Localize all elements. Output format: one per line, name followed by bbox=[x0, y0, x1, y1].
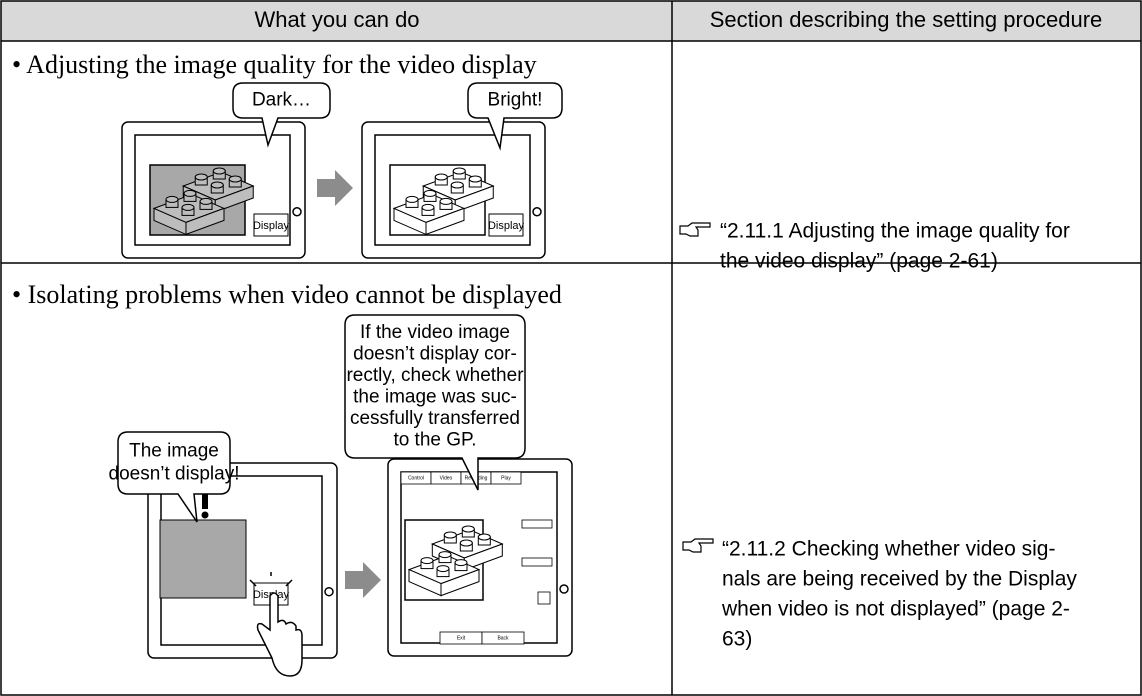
click-mark bbox=[285, 579, 293, 587]
stud bbox=[199, 197, 213, 205]
bubble-text: If the video image bbox=[360, 322, 510, 343]
stud bbox=[477, 533, 491, 541]
speech-bubble bbox=[467, 82, 563, 151]
screen-tab bbox=[490, 471, 522, 485]
reference-icon bbox=[682, 538, 714, 553]
button-label: Display bbox=[488, 220, 525, 232]
bubble-text: cessfully transferred bbox=[350, 408, 520, 429]
arrow bbox=[345, 562, 381, 598]
screen-button-label: Exit bbox=[457, 635, 466, 641]
header-cell: Section describing the setting procedure bbox=[710, 7, 1103, 32]
stud bbox=[434, 173, 448, 181]
screen-control bbox=[521, 519, 553, 529]
stud bbox=[461, 525, 475, 533]
bubble-text: The image bbox=[129, 441, 219, 462]
reference-icon bbox=[679, 222, 711, 237]
speech-bubble bbox=[117, 431, 231, 523]
bubble-text: Bright! bbox=[488, 90, 543, 111]
screen-tab-label: Control bbox=[408, 475, 424, 481]
device-led bbox=[532, 207, 542, 217]
reference-text: when video is not displayed” (page 2- bbox=[721, 598, 1070, 621]
device-led bbox=[324, 586, 334, 597]
stud bbox=[459, 539, 473, 547]
stud bbox=[405, 195, 419, 203]
stud bbox=[183, 189, 197, 197]
reference-text: “2.11.1 Adjusting the image quality for bbox=[720, 220, 1070, 243]
reference-text: “2.11.2 Checking whether video sig- bbox=[722, 538, 1055, 561]
brick bbox=[425, 207, 465, 236]
device-led bbox=[292, 207, 302, 217]
stud bbox=[181, 203, 195, 211]
speech-bubble bbox=[232, 82, 331, 148]
button-label: Display bbox=[253, 220, 290, 232]
reference-text: the video display” (page 2-61) bbox=[720, 250, 998, 273]
header-cell: What you can do bbox=[254, 7, 419, 32]
task-text: • Adjusting the image quality for the vi… bbox=[12, 50, 537, 79]
brick bbox=[440, 568, 480, 597]
brick bbox=[185, 207, 225, 236]
stud bbox=[420, 557, 434, 565]
reference-text: nals are being received by the Display bbox=[722, 568, 1077, 591]
screen-button bbox=[481, 631, 525, 645]
stud bbox=[452, 167, 466, 175]
screen-button-label: Back bbox=[497, 635, 509, 641]
stud bbox=[454, 559, 468, 567]
stud bbox=[438, 551, 452, 559]
task-text: • Isolating problems when video cannot b… bbox=[12, 280, 562, 309]
display-button bbox=[253, 213, 289, 237]
stud bbox=[212, 167, 226, 175]
bubble-text: rectly, check whether bbox=[346, 365, 524, 386]
display-button bbox=[488, 213, 524, 237]
exclamation bbox=[202, 487, 208, 509]
screen-tab-label: Play bbox=[501, 475, 511, 481]
stud bbox=[468, 175, 482, 183]
stud bbox=[439, 197, 453, 205]
bubble-text: doesn’t display! bbox=[109, 464, 240, 485]
blank-video bbox=[159, 519, 247, 599]
screen-control bbox=[521, 557, 553, 567]
stud bbox=[436, 565, 450, 573]
stud bbox=[228, 175, 242, 183]
header-background bbox=[1, 1, 1141, 41]
illustrations: Display Display Dark… Bright! “2.11.1 Adjust… bbox=[109, 82, 1077, 677]
bubble-text: to the GP. bbox=[393, 429, 476, 450]
screen-tab-label: Video bbox=[440, 475, 453, 481]
stud bbox=[443, 531, 457, 539]
stud bbox=[450, 181, 464, 189]
bubble-text: doesn’t display cor- bbox=[353, 343, 517, 364]
bubble-text: Dark… bbox=[252, 90, 311, 111]
device-led bbox=[559, 584, 569, 594]
stud bbox=[210, 181, 224, 189]
touch-hand bbox=[256, 592, 303, 677]
reference-text: 63) bbox=[722, 628, 752, 651]
screen-control bbox=[537, 591, 551, 605]
exclamation bbox=[201, 511, 209, 519]
stud bbox=[194, 173, 208, 181]
stud bbox=[423, 189, 437, 197]
click-mark bbox=[249, 579, 257, 587]
speech-bubble bbox=[344, 314, 526, 491]
stud bbox=[421, 203, 435, 211]
arrow bbox=[317, 170, 353, 206]
bubble-text: the image was suc- bbox=[353, 386, 517, 407]
stud bbox=[165, 195, 179, 203]
